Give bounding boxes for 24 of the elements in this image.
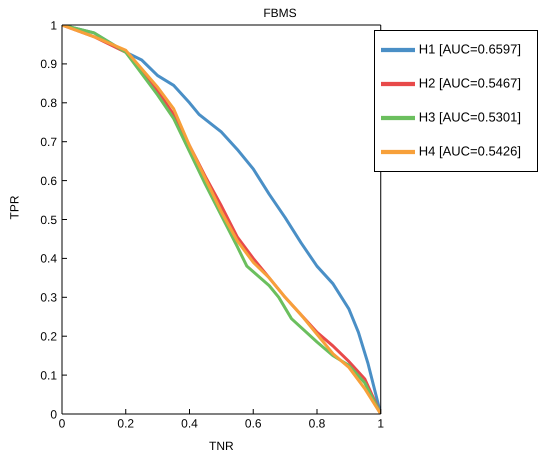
y-tick-label: 0.4 [40, 252, 58, 266]
y-tick-label: 1 [50, 18, 58, 32]
legend-label: H3 [AUC=0.5301] [418, 109, 521, 124]
legend-label: H1 [AUC=0.6597] [418, 41, 521, 56]
legend-label: H2 [AUC=0.5467] [418, 75, 521, 90]
x-tick-label: 0.4 [181, 416, 198, 431]
y-tick-label: 0.3 [40, 290, 58, 305]
y-tick-label: 0.5 [40, 212, 58, 227]
y-tick-label: 0.9 [40, 57, 58, 72]
y-tick-label: 0.6 [40, 174, 58, 188]
x-tick-label: 0.2 [117, 416, 134, 431]
legend-label: H4 [AUC=0.5426] [418, 143, 521, 158]
y-tick-label: 0.2 [40, 329, 58, 344]
x-tick-label: 0.6 [244, 416, 262, 431]
x-axis-title: TNR [209, 439, 234, 453]
y-tick-label: 0.7 [40, 134, 58, 149]
x-tick-label: 0.8 [308, 416, 326, 431]
line-series [62, 25, 381, 414]
y-tick-label: 0.8 [40, 96, 58, 110]
y-tick-label: 0 [50, 407, 58, 422]
y-tick-label: 0.1 [40, 368, 58, 382]
chart-title: FBMS [262, 6, 298, 20]
x-tick-label: 1 [377, 416, 384, 431]
y-axis-title: TPR [7, 195, 22, 220]
